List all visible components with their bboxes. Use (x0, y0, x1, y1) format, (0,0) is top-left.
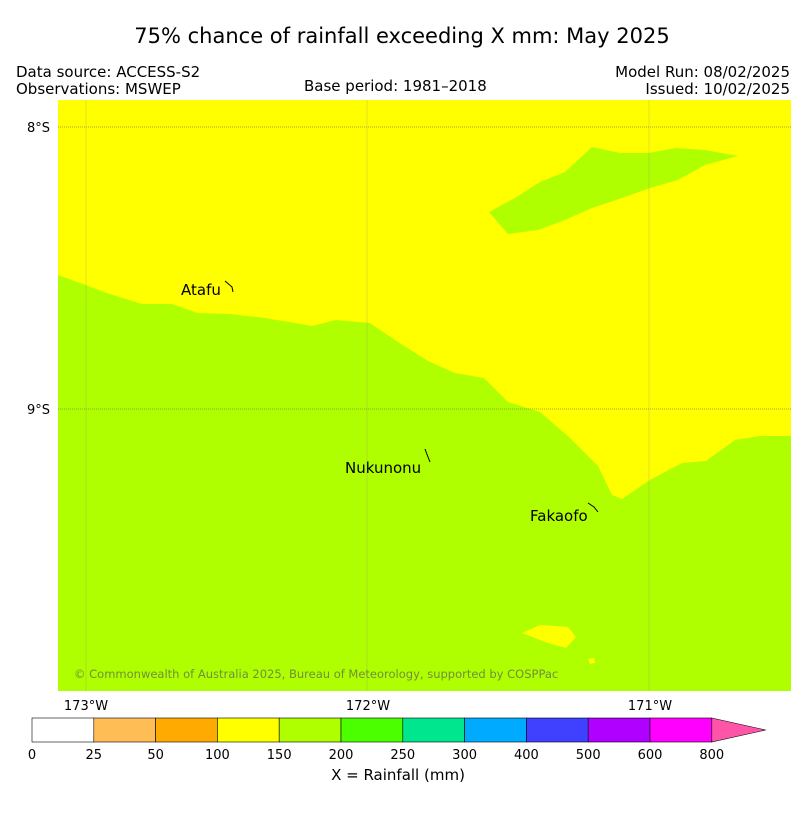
lat-label: 8°S (27, 121, 50, 136)
source-info: Data source: ACCESS-S2 Observations: MSW… (16, 64, 200, 98)
colorbar-swatch (155, 717, 218, 743)
colorbar-tick-label: 0 (28, 748, 36, 763)
run-info: Model Run: 08/02/2025 Issued: 10/02/2025 (615, 64, 790, 98)
map-title: 75% chance of rainfall exceeding X mm: M… (134, 24, 670, 48)
data-source-text: Data source: ACCESS-S2 (16, 63, 201, 81)
colorbar-swatch (31, 717, 95, 743)
colorbar-swatch (402, 717, 465, 743)
colorbar-swatch (649, 717, 713, 743)
yellow-speck (588, 658, 595, 664)
lat-label: 9°S (27, 403, 50, 418)
place-label-fakaofo: Fakaofo (530, 507, 588, 525)
colorbar-tick-label: 250 (390, 748, 415, 763)
colorbar-tick-label: 150 (267, 748, 292, 763)
colorbar-swatch (464, 717, 527, 743)
nukunonu-island-marker (424, 448, 431, 463)
copyright-text: © Commonwealth of Australia 2025, Bureau… (74, 667, 558, 681)
colorbar-tick-label: 200 (329, 748, 354, 763)
colorbar-tick-label: 800 (699, 748, 724, 763)
colorbar-swatch (526, 717, 589, 743)
colorbar-tick-label: 50 (147, 748, 164, 763)
lon-label: 172°W (346, 699, 390, 714)
lon-label: 173°W (64, 699, 108, 714)
green-rainfall-region (58, 275, 791, 691)
colorbar-swatch (587, 717, 651, 743)
colorbar-swatch (340, 717, 404, 743)
green-band-region (489, 147, 738, 234)
fakaofo-island-marker (587, 502, 599, 513)
colorbar-swatch (278, 717, 342, 743)
model-run-text: Model Run: 08/02/2025 (615, 63, 790, 81)
issued-text: Issued: 10/02/2025 (645, 80, 790, 98)
observations-text: Observations: MSWEP (16, 80, 181, 98)
colorbar-tick-label: 600 (638, 748, 663, 763)
colorbar-swatch (93, 717, 156, 743)
place-label-nukunonu: Nukunonu (345, 459, 421, 477)
place-label-atafu: Atafu (181, 281, 221, 299)
colorbar-tick-label: 25 (86, 748, 103, 763)
lon-label: 171°W (628, 699, 672, 714)
atafu-island-marker (224, 280, 234, 293)
colorbar-label: X = Rainfall (mm) (331, 766, 465, 784)
base-period-text: Base period: 1981–2018 (304, 77, 487, 95)
rainfall-map: 8°S 9°S 173°W 172°W 171°W Atafu Nukunonu… (27, 100, 791, 714)
colorbar-tick-label: 400 (514, 748, 539, 763)
colorbar-tick-label: 100 (205, 748, 230, 763)
colorbar-tick-label: 500 (576, 748, 601, 763)
colorbar-tick-label: 300 (452, 748, 477, 763)
colorbar-swatch (217, 717, 280, 743)
colorbar-extend-arrow (711, 717, 766, 743)
yellow-patch (522, 625, 576, 648)
